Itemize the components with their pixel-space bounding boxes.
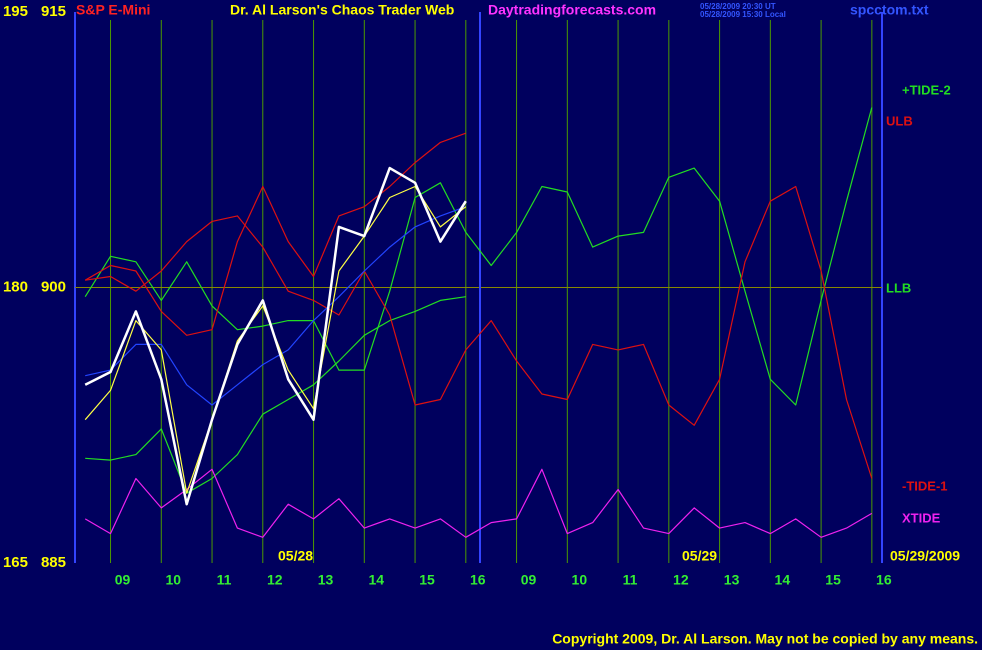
date-label: 05/29 (682, 548, 717, 564)
x-tick-label: 09 (115, 572, 131, 588)
y-tick-label: 900 (41, 278, 66, 295)
x-tick-label: 09 (521, 572, 537, 588)
series-line (84, 107, 873, 406)
x-tick-label: 12 (673, 572, 689, 588)
symbol: S&P E-Mini (76, 2, 150, 18)
y2-tick-label: 195 (3, 3, 28, 20)
x-tick-label: 13 (318, 572, 334, 588)
x-tick-label: 15 (825, 572, 841, 588)
x-tick-label: 14 (369, 572, 385, 588)
series-label: +TIDE-2 (902, 82, 951, 97)
date-label: 05/28 (278, 548, 313, 564)
x-tick-label: 10 (165, 572, 181, 588)
chart-title: Dr. Al Larson's Chaos Trader Web (230, 2, 454, 18)
y2-tick-label: 165 (3, 554, 28, 571)
x-tick-label: 15 (419, 572, 435, 588)
y-tick-label: 915 (41, 3, 66, 20)
x-tick-label: 16 (876, 572, 892, 588)
series-label: LLB (886, 280, 911, 295)
series-label: XTIDE (902, 510, 941, 525)
series-line (84, 166, 467, 506)
series-label: ULB (886, 113, 913, 128)
series-label: -TIDE-1 (902, 478, 948, 493)
timestamp: 05/28/2009 15:30 Local (700, 10, 786, 19)
copyright: Copyright 2009, Dr. Al Larson. May not b… (552, 631, 978, 647)
site: Daytradingforecasts.com (488, 2, 656, 18)
x-tick-label: 12 (267, 572, 283, 588)
y-tick-label: 885 (41, 554, 66, 571)
date-label: 05/29/2009 (890, 548, 960, 564)
series-line (85, 296, 466, 494)
series-line (84, 468, 873, 538)
x-tick-label: 16 (470, 572, 486, 588)
x-tick-label: 11 (217, 572, 232, 588)
timestamp: 05/28/2009 20:30 UT (700, 2, 776, 11)
y2-tick-label: 180 (3, 278, 28, 295)
x-tick-label: 14 (775, 572, 791, 588)
x-tick-label: 11 (623, 572, 638, 588)
x-tick-label: 13 (724, 572, 740, 588)
x-tick-label: 10 (572, 572, 588, 588)
series-line (85, 185, 873, 479)
file-name: spcctom.txt (850, 2, 929, 18)
